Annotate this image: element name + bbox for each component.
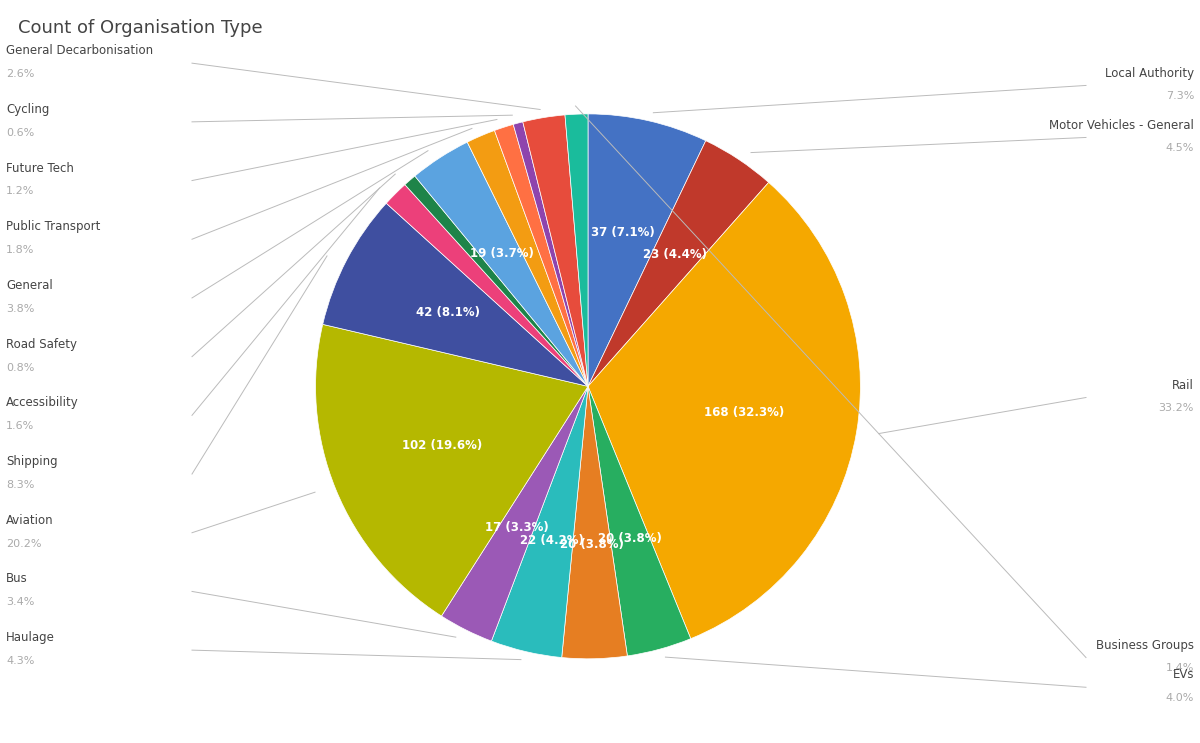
Text: 3.4%: 3.4%	[6, 597, 35, 607]
Text: 4.0%: 4.0%	[1165, 693, 1194, 703]
Text: 2.6%: 2.6%	[6, 69, 35, 79]
Text: Road Safety: Road Safety	[6, 338, 77, 351]
Text: Business Groups: Business Groups	[1096, 639, 1194, 652]
Wedge shape	[565, 114, 588, 386]
Wedge shape	[588, 114, 706, 386]
Wedge shape	[323, 204, 588, 386]
Text: Haulage: Haulage	[6, 632, 55, 644]
Text: 17 (3.3%): 17 (3.3%)	[485, 521, 548, 534]
Wedge shape	[386, 185, 588, 386]
Text: Local Authority: Local Authority	[1105, 67, 1194, 80]
Text: 1.8%: 1.8%	[6, 245, 35, 255]
Wedge shape	[514, 122, 588, 386]
Text: 23 (4.4%): 23 (4.4%)	[643, 248, 707, 262]
Text: 19 (3.7%): 19 (3.7%)	[470, 247, 534, 260]
Text: Aviation: Aviation	[6, 514, 54, 527]
Wedge shape	[442, 386, 588, 641]
Text: 8.3%: 8.3%	[6, 480, 35, 490]
Text: 3.8%: 3.8%	[6, 304, 35, 314]
Wedge shape	[588, 140, 769, 386]
Text: 42 (8.1%): 42 (8.1%)	[416, 306, 480, 319]
Text: 22 (4.2%): 22 (4.2%)	[520, 533, 584, 547]
Text: 1.4%: 1.4%	[1165, 663, 1194, 673]
Wedge shape	[588, 183, 860, 639]
Text: 37 (7.1%): 37 (7.1%)	[592, 226, 655, 239]
Text: 20.2%: 20.2%	[6, 539, 42, 548]
Wedge shape	[404, 176, 588, 386]
Text: Count of Organisation Type: Count of Organisation Type	[18, 19, 263, 36]
Text: Accessibility: Accessibility	[6, 397, 79, 409]
Text: 4.3%: 4.3%	[6, 656, 35, 666]
Text: Bus: Bus	[6, 573, 28, 585]
Text: 7.3%: 7.3%	[1165, 91, 1194, 101]
Text: Public Transport: Public Transport	[6, 221, 101, 233]
Text: General Decarbonisation: General Decarbonisation	[6, 45, 154, 57]
Text: 1.6%: 1.6%	[6, 421, 35, 431]
Text: 0.8%: 0.8%	[6, 363, 35, 372]
Text: Cycling: Cycling	[6, 103, 49, 116]
Text: 20 (3.8%): 20 (3.8%)	[598, 532, 661, 545]
Wedge shape	[491, 386, 588, 658]
Text: Shipping: Shipping	[6, 455, 58, 468]
Text: Motor Vehicles - General: Motor Vehicles - General	[1049, 119, 1194, 132]
Text: General: General	[6, 279, 53, 292]
Text: 1.2%: 1.2%	[6, 186, 35, 196]
Wedge shape	[316, 325, 588, 616]
Wedge shape	[562, 386, 628, 659]
Wedge shape	[588, 386, 691, 656]
Wedge shape	[467, 131, 588, 386]
Text: 33.2%: 33.2%	[1159, 403, 1194, 413]
Wedge shape	[494, 124, 588, 386]
Text: EVs: EVs	[1172, 669, 1194, 681]
Text: Rail: Rail	[1172, 379, 1194, 392]
Text: 4.5%: 4.5%	[1165, 143, 1194, 153]
Text: 168 (32.3%): 168 (32.3%)	[703, 406, 784, 420]
Wedge shape	[523, 115, 588, 386]
Wedge shape	[415, 142, 588, 386]
Text: 20 (3.8%): 20 (3.8%)	[560, 538, 624, 551]
Text: 102 (19.6%): 102 (19.6%)	[402, 439, 481, 452]
Text: Future Tech: Future Tech	[6, 162, 74, 175]
Text: 0.6%: 0.6%	[6, 128, 35, 137]
